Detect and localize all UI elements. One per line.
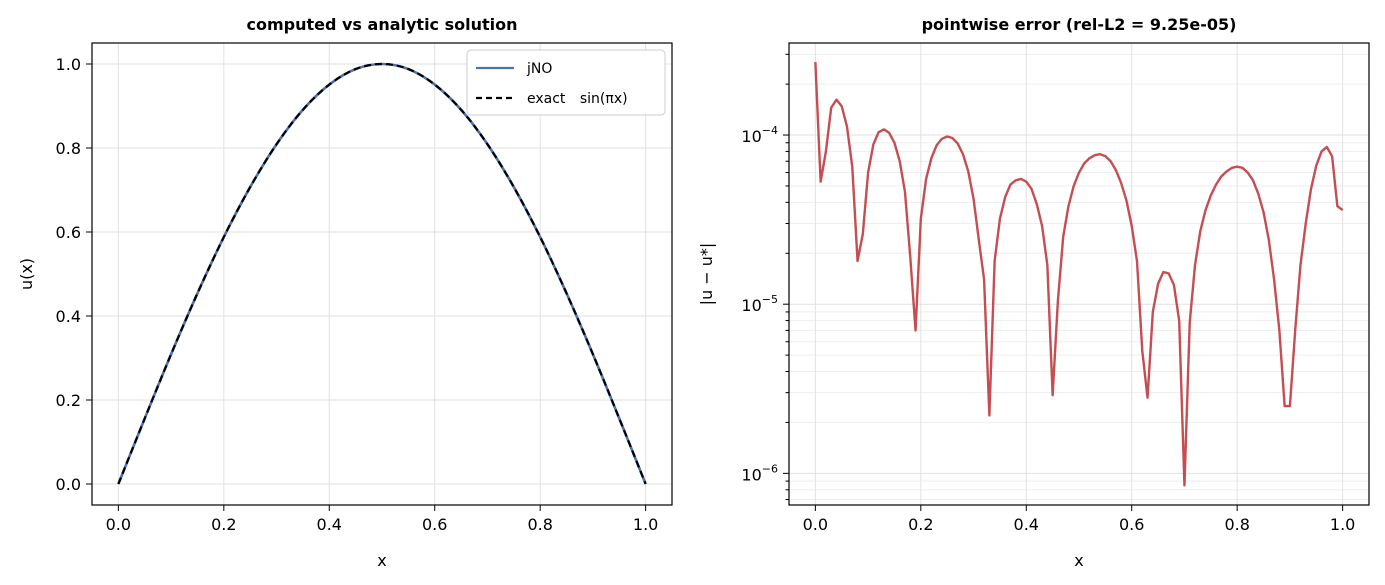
y-tick-label: 1.0 [56, 55, 81, 74]
error-plot-series [814, 62, 1344, 487]
x-tick-label: 0.4 [317, 515, 342, 534]
error-plot-ylabel: |u − u*| [697, 243, 716, 306]
solution-plot-series [117, 62, 647, 485]
y-tick-label-exponent: −5 [762, 293, 778, 306]
solution-plot-ylabel: u(x) [17, 258, 36, 290]
error-plot-ticks: 0.0 0.2 0.4 0.6 0.8 1.010−610−510−4 [741, 53, 1355, 534]
series-jno-line [117, 62, 647, 485]
x-tick-label: 0.6 [422, 515, 447, 534]
solution-plot: computed vs analytic solution 0.0 0.2 0.4 0… [17, 15, 673, 570]
y-tick-label: 0.2 [56, 391, 81, 410]
error-plot-frame [788, 42, 1370, 506]
solution-plot-grid [92, 43, 672, 505]
x-tick-label: 1.0 [1330, 515, 1355, 534]
y-tick-label-exponent: −4 [762, 124, 778, 137]
y-tick-label: 10−6 [741, 462, 778, 484]
y-tick-label-base: 10 [741, 296, 761, 315]
y-tick-label: 0.6 [56, 223, 81, 242]
x-tick-label: 0.0 [803, 515, 828, 534]
legend-label-exact-name: exact [527, 91, 566, 107]
y-tick-label: 0.8 [56, 139, 81, 158]
x-tick-label: 0.2 [211, 515, 236, 534]
solution-plot-ticks: 0.0 0.2 0.4 0.6 0.8 1.0 0.0 0.2 0.4 0.6 0.8 1.0 [56, 55, 659, 534]
x-tick-label: 0.4 [1014, 515, 1039, 534]
legend-label-exact: exact sin(πx) [527, 91, 628, 107]
legend-box [466, 49, 666, 116]
error-plot-grid [789, 43, 1369, 505]
error-plot-title: pointwise error (rel-L2 = 9.25e-05) [922, 15, 1237, 34]
x-tick-label: 0.2 [908, 515, 933, 534]
y-tick-label: 0.0 [56, 475, 81, 494]
solution-plot-frame [91, 42, 673, 506]
y-tick-label-base: 10 [741, 127, 761, 146]
solution-plot-title: computed vs analytic solution [246, 15, 517, 34]
legend-label-exact-formula: sin(πx) [580, 91, 628, 107]
y-tick-label: 0.4 [56, 307, 81, 326]
series-error-line [814, 62, 1344, 487]
y-tick-label-exponent: −6 [762, 462, 778, 475]
series-exact-line [117, 62, 647, 485]
error-plot-xlabel: x [1074, 551, 1083, 570]
solution-plot-xlabel: x [377, 551, 386, 570]
x-tick-label: 0.6 [1119, 515, 1144, 534]
legend-label-jno: jNO [526, 61, 552, 77]
y-tick-label: 10−5 [741, 293, 778, 315]
error-plot: pointwise error (rel-L2 = 9.25e-05) 0.0 0… [697, 15, 1370, 570]
x-tick-label: 0.0 [106, 515, 131, 534]
legend: jNO exact sin(πx) [466, 49, 666, 116]
y-tick-label: 10−4 [741, 124, 778, 146]
x-tick-label: 0.8 [1224, 515, 1249, 534]
y-tick-label-base: 10 [741, 465, 761, 484]
x-tick-label: 0.8 [527, 515, 552, 534]
x-tick-label: 1.0 [633, 515, 658, 534]
